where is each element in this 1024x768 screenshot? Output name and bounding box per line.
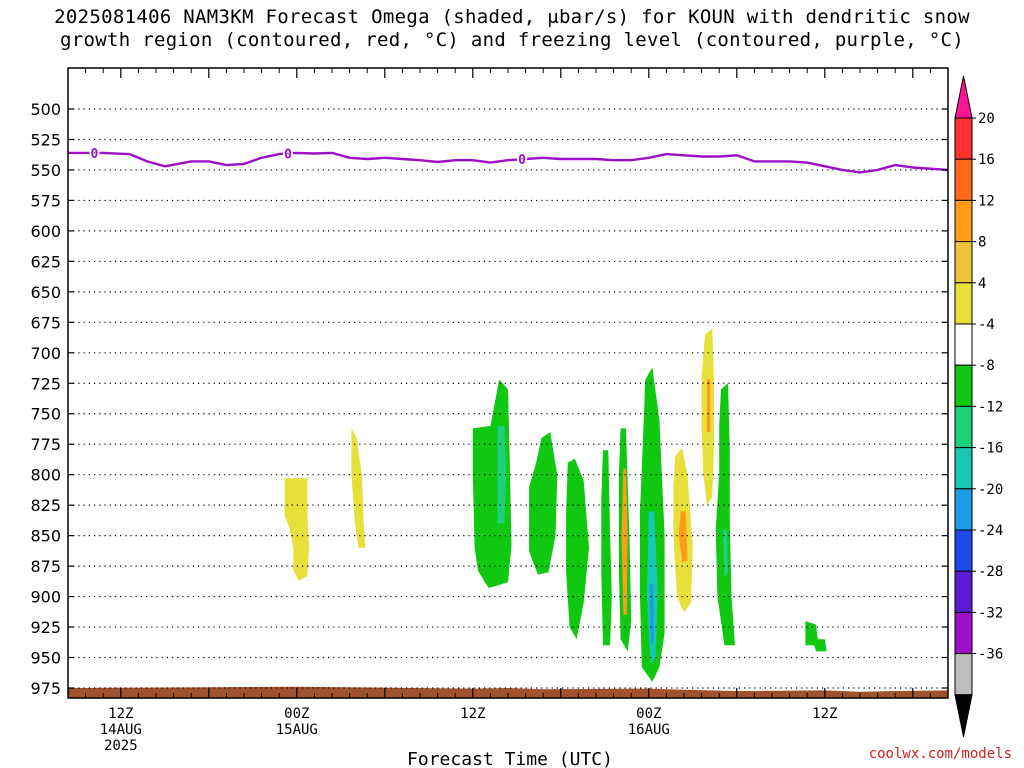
omega-region-8 (621, 468, 628, 615)
x-tick-label-4-0: 12Z (812, 706, 837, 722)
y-tick-label-875: 875 (30, 557, 61, 576)
y-tick-label-725: 725 (30, 374, 61, 393)
freezing-level-label-2: 0 (518, 153, 526, 168)
freezing-level-contour: 0 0 0 (68, 145, 949, 174)
colorbar-bin-6 (954, 323, 973, 366)
credit-link[interactable]: coolwx.com/models (868, 746, 1012, 762)
colorbar-bin-5 (954, 282, 973, 325)
y-tick-label-950: 950 (30, 649, 61, 668)
omega-region-16 (715, 383, 735, 646)
colorbar-bin-12 (954, 570, 973, 613)
colorbar-label-8: -16 (978, 441, 1003, 457)
y-tick-label-775: 775 (30, 435, 61, 454)
x-tick-label-1-1: 15AUG (276, 722, 318, 738)
colorbar-label-7: -12 (978, 399, 1003, 415)
freezing-label-bg-1 (283, 146, 293, 161)
colorbar-bin-14 (954, 653, 973, 696)
colorbar-top-arrow (954, 75, 973, 119)
omega-region-15 (706, 379, 711, 432)
colorbar-bin-13 (954, 611, 973, 655)
colorbar-label-6: -8 (978, 358, 995, 374)
colorbar-label-4: 4 (978, 276, 986, 292)
freezing-level-label-1: 0 (284, 147, 292, 162)
colorbar-bin-4 (954, 241, 973, 284)
title-line-1: 2025081406 NAM3KM Forecast Omega (shaded… (54, 6, 970, 28)
omega-region-5 (566, 458, 589, 640)
y-axis-ticks: 500 525 550 575 600 625 650 675 700 725 750 775 800 8… (30, 100, 948, 698)
y-tick-label-550: 550 (30, 161, 61, 180)
omega-region-13 (678, 511, 688, 563)
colorbar-bin-9 (954, 447, 973, 490)
freezing-label-bg-2 (517, 152, 528, 167)
x-tick-label-0-2: 2025 (104, 738, 138, 754)
y-tick-label-600: 600 (30, 222, 61, 241)
colorbar-bin-8 (954, 405, 973, 449)
omega-shading (284, 328, 827, 682)
colorbar-label-9: -20 (978, 482, 1003, 498)
title-line-2: growth region (contoured, red, °C) and f… (60, 29, 964, 51)
x-tick-label-2-0: 12Z (460, 706, 485, 722)
colorbar-bin-2 (954, 158, 973, 201)
x-tick-label-0-1: 14AUG (100, 722, 142, 738)
ground-area (68, 686, 948, 698)
colorbar-label-5: -4 (978, 317, 995, 333)
y-tick-label-750: 750 (30, 405, 61, 424)
colorbar-bin-3 (954, 199, 973, 243)
freezing-level-label-0: 0 (90, 147, 98, 162)
y-tick-label-825: 825 (30, 496, 61, 515)
colorbar-label-11: -28 (978, 564, 1003, 580)
colorbar-bin-7 (954, 364, 973, 407)
colorbar-bottom-arrow (954, 694, 973, 737)
y-tick-label-575: 575 (30, 191, 61, 210)
y-tick-label-925: 925 (30, 618, 61, 637)
omega-region-4 (529, 432, 558, 575)
x-tick-label-1-0: 00Z (284, 706, 309, 722)
omega-region-18 (805, 621, 827, 652)
omega-region-11 (649, 584, 655, 646)
x-tick-label-3-0: 00Z (636, 706, 661, 722)
colorbar-label-0: 20 (978, 111, 995, 127)
colorbar-bin-10 (954, 488, 973, 531)
colorbar-label-13: -36 (978, 647, 1003, 663)
omega-region-0 (284, 478, 310, 581)
colorbar-label-10: -24 (978, 523, 1003, 539)
grid-lines (68, 108, 948, 689)
y-tick-label-625: 625 (30, 252, 61, 271)
y-tick-label-975: 975 (30, 679, 61, 698)
colorbar-bin-1 (954, 117, 973, 160)
chart-title: 2025081406 NAM3KM Forecast Omega (shaded… (0, 6, 1024, 52)
colorbar-label-12: -32 (978, 605, 1003, 621)
colorbar-label-3: 8 (978, 235, 986, 251)
colorbar: 20 16 12 8 4 -4 -8 -12 -16 -20 -24 -28 -32 -36 (954, 75, 1003, 737)
y-tick-label-525: 525 (30, 130, 61, 149)
x-tick-label-0-0: 12Z (108, 706, 133, 722)
ground-fill (68, 686, 948, 698)
y-tick-label-800: 800 (30, 466, 61, 485)
colorbar-bin-11 (954, 529, 973, 572)
y-tick-label-500: 500 (30, 100, 61, 119)
y-tick-label-700: 700 (30, 344, 61, 363)
y-tick-label-900: 900 (30, 588, 61, 607)
omega-region-6 (601, 450, 612, 646)
colorbar-label-1: 16 (978, 152, 995, 168)
omega-region-3 (497, 425, 507, 524)
omega-region-17 (722, 529, 728, 579)
x-axis-label: Forecast Time (UTC) (407, 749, 613, 768)
freezing-level-line (68, 151, 949, 174)
freezing-label-bg-0 (89, 145, 100, 160)
y-tick-label-650: 650 (30, 283, 61, 302)
y-tick-label-675: 675 (30, 313, 61, 332)
omega-region-1 (351, 428, 366, 548)
colorbar-label-2: 12 (978, 193, 995, 209)
y-tick-label-850: 850 (30, 527, 61, 546)
x-tick-label-3-1: 16AUG (628, 722, 670, 738)
